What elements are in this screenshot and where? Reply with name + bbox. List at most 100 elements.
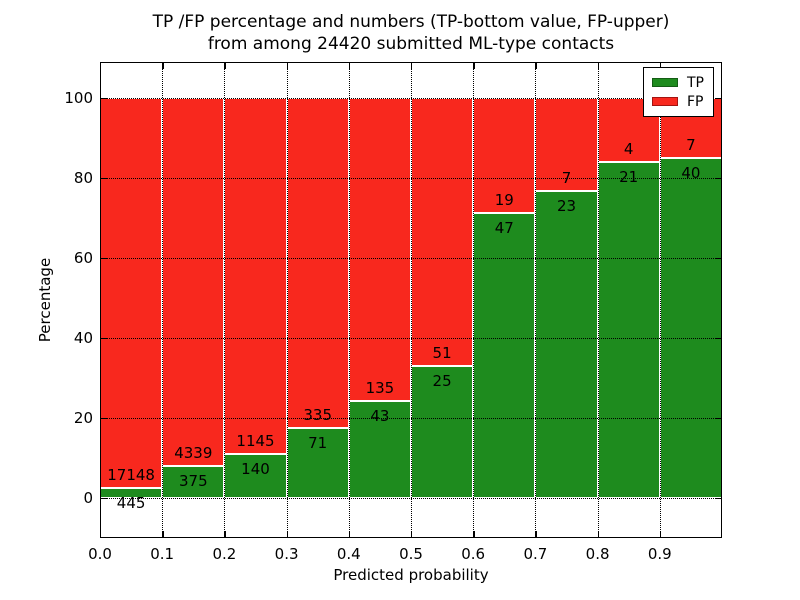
fp-count-label: 4: [623, 140, 634, 158]
fp-count-label: 19: [494, 191, 514, 210]
chart-title-line2: from among 24420 submitted ML-type conta…: [207, 34, 615, 54]
bar-segment-fp: [162, 98, 225, 467]
legend-item-tp: TP: [652, 73, 704, 92]
fp-count-label: 7: [686, 135, 696, 154]
legend: TP FP: [643, 67, 714, 117]
x-tick-label: 0.7: [523, 545, 548, 563]
tp-count-label: 445: [116, 493, 146, 512]
x-tick-mark: [659, 531, 662, 538]
fp-count-label: 135: [365, 379, 395, 398]
x-tick-mark: [535, 531, 537, 538]
vertical-gridline: [224, 62, 226, 538]
x-tick-mark: [100, 62, 102, 69]
plot-area: TP FP 17148 445 4339 375 1145 140 335 71 135 43 51…: [100, 62, 722, 538]
bar-segment-tp: [597, 162, 660, 498]
fp-count-label: 4339: [174, 444, 213, 463]
x-tick-label: 0.1: [150, 545, 175, 563]
x-tick-mark: [597, 531, 599, 538]
y-tick-label: 80: [73, 169, 93, 187]
chart-title-line1: TP /FP percentage and numbers (TP-bottom…: [152, 12, 670, 32]
vertical-gridline: [535, 62, 537, 538]
y-tick-label: 20: [73, 409, 93, 427]
x-tick-mark: [286, 531, 288, 538]
tp-count-label: 47: [494, 219, 514, 238]
x-tick-label: 0.5: [399, 545, 423, 563]
legend-item-fp: FP: [652, 92, 704, 111]
x-tick-mark: [411, 62, 413, 69]
tp-count-label: 140: [241, 460, 270, 479]
tp-count-label: 375: [178, 472, 208, 491]
bar-segment-tp: [286, 428, 349, 498]
vertical-gridline: [659, 62, 661, 538]
y-tick-label: 60: [73, 249, 93, 267]
tp-count-label: 25: [432, 372, 452, 391]
vertical-gridline: [597, 62, 599, 538]
y-tick-mark: [715, 498, 722, 500]
x-tick-label: 0.8: [585, 545, 610, 563]
bar-segment-tp: [224, 454, 287, 498]
x-tick-mark: [348, 531, 351, 538]
tp-count-label: 71: [308, 434, 328, 453]
y-tick-mark: [100, 338, 107, 340]
bar-segment-tp: [162, 466, 225, 498]
x-tick-mark: [473, 62, 475, 69]
y-tick-mark: [715, 178, 722, 180]
x-tick-mark: [659, 62, 662, 69]
horizontal-gridline: [100, 498, 722, 499]
vertical-gridline: [348, 62, 350, 538]
y-tick-mark: [715, 418, 722, 420]
fp-count-label: 7: [561, 169, 572, 188]
x-tick-label: 0.4: [336, 545, 361, 563]
horizontal-gridline: [100, 178, 722, 179]
x-tick-mark: [348, 62, 351, 69]
bar-segment-tp: [659, 157, 722, 498]
x-tick-mark: [224, 531, 226, 538]
tp-count-label: 23: [556, 197, 577, 216]
bar-segment-fp: [411, 98, 474, 367]
bar-segment-tp: [473, 213, 536, 498]
vertical-gridline: [411, 62, 412, 538]
y-tick-mark: [100, 98, 107, 100]
horizontal-gridline: [100, 98, 722, 99]
fp-count-label: 17148: [107, 465, 155, 484]
bar-segment-tp: [535, 191, 598, 498]
legend-label-tp: TP: [687, 74, 704, 91]
horizontal-gridline: [100, 258, 722, 259]
bar-segment-fp: [224, 98, 287, 455]
y-tick-mark: [100, 498, 107, 500]
bar-segment-fp: [286, 98, 349, 429]
x-tick-mark: [473, 531, 475, 538]
y-tick-mark: [715, 98, 722, 100]
x-tick-label: 0.6: [461, 545, 486, 563]
x-tick-mark: [162, 531, 164, 538]
y-tick-mark: [100, 178, 107, 180]
tp-count-label: 43: [370, 407, 390, 426]
vertical-gridline: [162, 62, 164, 538]
x-tick-mark: [597, 62, 599, 69]
y-axis-label: Percentage: [36, 257, 54, 343]
bar-segment-fp: [348, 98, 411, 402]
fp-count-label: 335: [303, 406, 333, 425]
tp-color-swatch: [652, 78, 678, 87]
x-tick-label: 0.9: [647, 545, 672, 563]
x-tick-mark: [224, 62, 226, 69]
x-tick-mark: [100, 531, 102, 538]
tp-count-label: 40: [681, 163, 701, 182]
y-tick-label: 100: [64, 89, 93, 107]
horizontal-gridline: [100, 338, 722, 339]
x-tick-label: 0.3: [274, 545, 299, 563]
bar-segment-fp: [535, 98, 598, 192]
fp-count-label: 1145: [236, 432, 275, 451]
y-tick-mark: [715, 338, 722, 340]
x-tick-label: 0.0: [88, 545, 112, 563]
legend-label-fp: FP: [687, 93, 704, 110]
y-tick-label: 0: [83, 489, 93, 507]
x-axis-label: Predicted probability: [333, 566, 489, 584]
tp-count-label: 21: [619, 168, 639, 186]
bar-segment-fp: [100, 98, 163, 488]
y-tick-mark: [100, 258, 107, 260]
vertical-gridline: [286, 62, 288, 538]
x-tick-mark: [411, 531, 413, 538]
y-tick-label: 40: [73, 329, 93, 347]
